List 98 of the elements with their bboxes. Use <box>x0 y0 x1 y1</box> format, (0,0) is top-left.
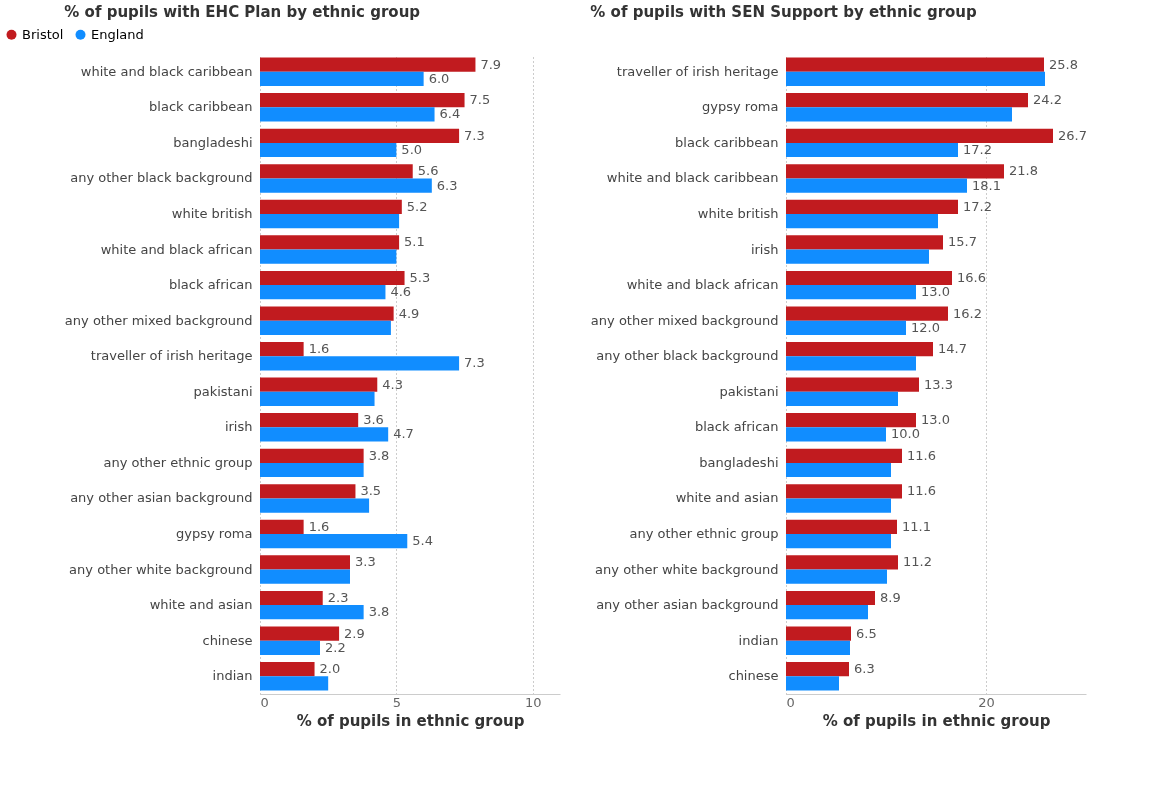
chart-title: % of pupils with SEN Support by ethnic group <box>590 3 978 21</box>
x-axis-title: % of pupils in ethnic group <box>822 711 1051 730</box>
x-tick-label: 0 <box>260 694 269 710</box>
data-label: 12.0 <box>911 319 940 335</box>
y-tick-label: white and asian <box>675 490 779 506</box>
data-label: 5.2 <box>406 198 428 214</box>
y-tick-label: white british <box>697 206 779 221</box>
y-tick-label: black african <box>695 419 779 435</box>
y-tick-label: indian <box>738 632 779 648</box>
y-tick-label: traveller of irish heritage <box>90 348 253 364</box>
data-label: 5.6 <box>417 163 439 179</box>
y-tick-label: any other ethnic group <box>103 454 253 470</box>
data-label: 11.2 <box>903 554 932 570</box>
data-label: 5.4 <box>412 533 433 549</box>
data-label: 13.0 <box>921 412 950 428</box>
data-label: 6.5 <box>856 625 877 641</box>
data-label: 6.4 <box>439 106 461 122</box>
legend-label: England <box>91 26 144 42</box>
legend-label: Bristol <box>22 26 64 42</box>
data-label: 4.9 <box>398 305 420 321</box>
y-tick-label: bangladeshi <box>699 454 779 470</box>
data-label: 2.9 <box>344 625 365 641</box>
chart-title: % of pupils with EHC Plan by ethnic group <box>64 3 421 21</box>
data-label: 10.0 <box>891 426 920 442</box>
y-tick-label: black caribbean <box>675 134 779 150</box>
y-tick-label: white and black caribbean <box>606 170 779 186</box>
data-label: 17.2 <box>963 198 992 214</box>
data-label: 6.0 <box>428 70 450 86</box>
data-label: 21.8 <box>1009 163 1038 179</box>
data-label: 5.1 <box>404 234 425 250</box>
y-tick-label: bangladeshi <box>173 134 253 150</box>
y-tick-label: gypsy roma <box>702 99 779 115</box>
y-tick-label: any other white background <box>69 561 253 577</box>
y-tick-label: gypsy roma <box>176 526 253 541</box>
y-tick-label: white british <box>171 206 253 221</box>
y-tick-label: white and black african <box>626 277 779 293</box>
data-label: 2.0 <box>319 661 341 677</box>
y-tick-label: any other black background <box>596 348 779 364</box>
y-tick-label: chinese <box>728 668 779 684</box>
x-tick-label: 0 <box>786 694 795 710</box>
data-label: 13.0 <box>921 284 950 300</box>
y-tick-label: black caribbean <box>149 99 253 115</box>
data-label: 6.3 <box>854 661 875 677</box>
data-label: 18.1 <box>972 177 1001 193</box>
data-label: 3.3 <box>355 554 376 570</box>
data-label: 14.7 <box>938 341 967 357</box>
y-tick-label: white and black caribbean <box>80 63 253 79</box>
x-axis-title: % of pupils in ethnic group <box>296 711 525 730</box>
x-tick-label: 20 <box>978 694 995 710</box>
data-label: 5.0 <box>401 142 423 157</box>
y-tick-label: indian <box>212 668 253 684</box>
data-label: 3.8 <box>368 604 390 620</box>
data-label: 6.3 <box>436 177 458 193</box>
data-label: 4.7 <box>393 426 414 442</box>
y-tick-label: black african <box>169 277 253 293</box>
y-tick-label: white and black african <box>100 241 253 257</box>
y-tick-label: chinese <box>202 632 253 648</box>
y-tick-label: any other asian background <box>596 597 779 613</box>
y-tick-label: white and asian <box>149 597 253 613</box>
y-tick-label: pakistani <box>719 383 779 399</box>
data-label: 7.5 <box>469 92 491 108</box>
data-label: 7.3 <box>464 127 485 143</box>
data-label: 15.7 <box>948 234 977 250</box>
data-label: 7.3 <box>464 355 485 371</box>
data-label: 3.8 <box>368 447 390 463</box>
data-label: 16.6 <box>957 270 986 285</box>
data-label: 24.2 <box>1033 92 1062 108</box>
data-label: 3.6 <box>363 412 384 428</box>
data-label: 11.1 <box>902 518 931 534</box>
y-tick-label: any other white background <box>595 561 779 577</box>
data-label: 3.5 <box>360 483 382 499</box>
x-tick-label: 10 <box>524 694 542 710</box>
x-tick-label: 5 <box>392 694 401 710</box>
y-tick-label: any other ethnic group <box>629 526 779 541</box>
y-tick-label: irish <box>750 241 779 257</box>
data-label: 1.6 <box>308 341 330 357</box>
y-tick-label: traveller of irish heritage <box>616 63 779 79</box>
y-tick-label: any other asian background <box>70 490 253 506</box>
data-label: 17.2 <box>963 142 992 157</box>
y-tick-label: pakistani <box>193 383 253 399</box>
data-label: 7.9 <box>480 56 502 72</box>
data-label: 13.3 <box>924 376 953 392</box>
data-label: 11.6 <box>907 447 936 463</box>
data-label: 4.6 <box>390 284 412 300</box>
y-tick-label: any other mixed background <box>64 312 253 328</box>
data-label: 5.3 <box>409 270 431 285</box>
data-label: 1.6 <box>308 518 330 534</box>
y-tick-label: any other mixed background <box>590 312 779 328</box>
y-tick-label: irish <box>224 419 253 435</box>
data-label: 25.8 <box>1049 56 1078 72</box>
y-tick-label: any other black background <box>70 170 253 186</box>
data-label: 11.6 <box>907 483 936 499</box>
data-label: 4.3 <box>382 376 403 392</box>
data-label: 2.3 <box>327 590 349 605</box>
data-label: 2.2 <box>325 639 346 655</box>
data-label: 8.9 <box>880 590 901 605</box>
data-label: 26.7 <box>1058 127 1087 143</box>
data-label: 16.2 <box>953 305 982 321</box>
